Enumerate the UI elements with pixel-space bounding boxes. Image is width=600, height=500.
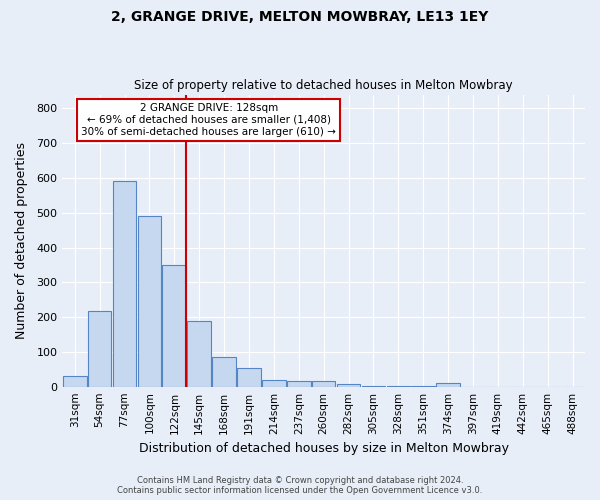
Text: 2 GRANGE DRIVE: 128sqm
← 69% of detached houses are smaller (1,408)
30% of semi-: 2 GRANGE DRIVE: 128sqm ← 69% of detached… <box>81 104 336 136</box>
Text: 2, GRANGE DRIVE, MELTON MOWBRAY, LE13 1EY: 2, GRANGE DRIVE, MELTON MOWBRAY, LE13 1E… <box>112 10 488 24</box>
Bar <box>163 265 186 386</box>
Bar <box>137 216 161 386</box>
X-axis label: Distribution of detached houses by size in Melton Mowbray: Distribution of detached houses by size … <box>139 442 509 455</box>
Bar <box>287 381 311 386</box>
Text: Contains HM Land Registry data © Crown copyright and database right 2024.
Contai: Contains HM Land Registry data © Crown c… <box>118 476 482 495</box>
Bar <box>436 383 460 386</box>
Bar <box>237 368 261 386</box>
Bar <box>262 380 286 386</box>
Title: Size of property relative to detached houses in Melton Mowbray: Size of property relative to detached ho… <box>134 79 513 92</box>
Bar <box>113 182 136 386</box>
Bar <box>187 322 211 386</box>
Bar <box>63 376 86 386</box>
Bar <box>212 358 236 386</box>
Bar <box>312 381 335 386</box>
Bar <box>337 384 361 386</box>
Bar <box>88 311 112 386</box>
Y-axis label: Number of detached properties: Number of detached properties <box>15 142 28 339</box>
